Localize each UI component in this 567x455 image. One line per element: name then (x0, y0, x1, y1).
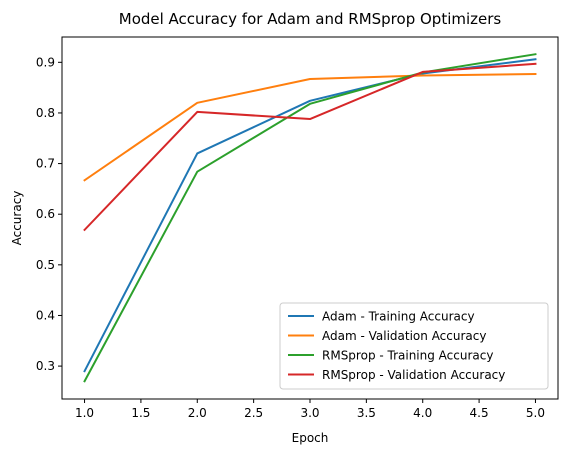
legend-box (279, 302, 549, 390)
legend-label-0: Adam - Training Accuracy (322, 310, 475, 324)
x-tick-label: 3.0 (300, 406, 319, 420)
legend-label-2: RMSprop - Training Accuracy (322, 349, 493, 363)
x-tick-label: 1.0 (75, 406, 94, 420)
legend-label-3: RMSprop - Validation Accuracy (322, 368, 505, 382)
legend: Adam - Training Accuracy Adam - Validatio… (279, 302, 549, 390)
x-axis: 1.0 1.5 2.0 2.5 3.0 3.5 4.0 4.5 5.0 (75, 399, 545, 420)
y-axis: 0.3 0.4 0.5 0.6 0.7 0.8 0.9 (36, 55, 62, 373)
x-tick-label: 4.0 (413, 406, 432, 420)
y-tick-label: 0.8 (36, 106, 55, 120)
x-tick-label: 2.0 (188, 406, 207, 420)
legend-label-1: Adam - Validation Accuracy (322, 329, 486, 343)
y-axis-label: Accuracy (10, 191, 24, 246)
x-tick-label: 5.0 (526, 406, 545, 420)
y-tick-label: 0.3 (36, 359, 55, 373)
x-tick-label: 1.5 (131, 406, 150, 420)
series-line-2 (83, 53, 537, 383)
series-lines (83, 53, 537, 383)
x-axis-label: Epoch (292, 431, 329, 445)
x-tick-label: 2.5 (244, 406, 263, 420)
chart-title: Model Accuracy for Adam and RMSprop Opti… (119, 10, 502, 28)
y-tick-label: 0.9 (36, 55, 55, 69)
y-tick-label: 0.5 (36, 258, 55, 272)
series-line-1 (83, 72, 537, 182)
y-tick-label: 0.6 (36, 207, 55, 221)
x-tick-label: 3.5 (357, 406, 376, 420)
x-tick-label: 4.5 (470, 406, 489, 420)
y-tick-label: 0.7 (36, 157, 55, 171)
y-tick-label: 0.4 (36, 308, 55, 322)
series-line-3 (83, 62, 537, 232)
